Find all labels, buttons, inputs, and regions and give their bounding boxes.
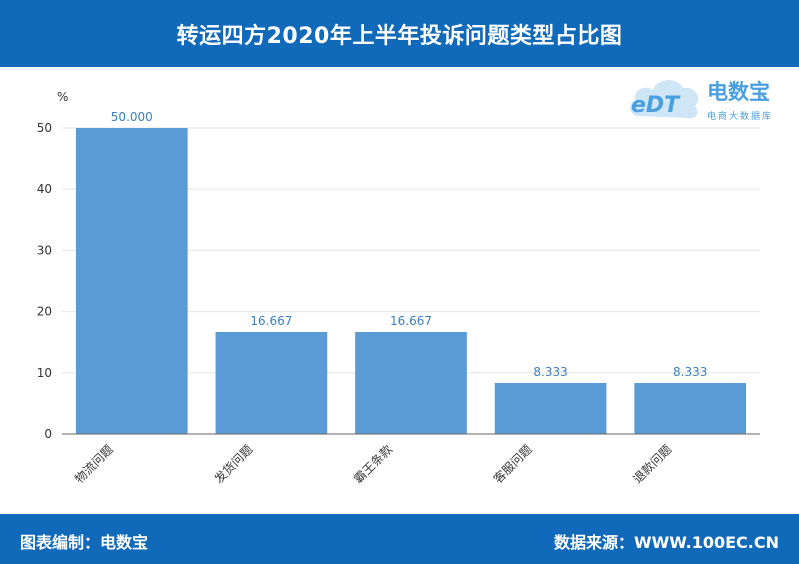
chart-title: 转运四方2020年上半年投诉问题类型占比图 — [176, 23, 623, 49]
bar — [355, 331, 467, 434]
category-labels: 物流问题 发货问题 霸王条款 客服问题 退款问题 — [72, 442, 674, 487]
y-tick-label: 50 — [37, 121, 52, 135]
bar — [494, 383, 607, 434]
bar — [75, 128, 188, 434]
y-tick-label: 0 — [44, 427, 52, 441]
bar — [634, 383, 747, 434]
y-tick-label: 10 — [37, 366, 52, 380]
y-axis-unit: % — [57, 90, 68, 104]
logo-sub-text: 电商大数据库 — [707, 112, 774, 122]
data-label: 50.000 — [111, 110, 153, 124]
bar — [215, 331, 328, 434]
y-tick-label: 20 — [37, 305, 52, 319]
data-labels: 50.000 16.667 16.667 8.333 8.333 — [111, 110, 708, 379]
logo-brand-text: 电数宝 — [707, 80, 770, 104]
category-label: 退款问题 — [630, 442, 674, 486]
y-tick-labels: 0 10 20 30 40 50 — [37, 121, 52, 441]
y-tick-label: 30 — [37, 243, 52, 257]
footer-source: 数据来源：WWW.100EC.CN — [553, 533, 779, 552]
category-label: 客服问题 — [490, 442, 535, 487]
data-label: 16.667 — [390, 314, 432, 328]
y-tick-label: 40 — [37, 182, 52, 196]
bar-chart: % 0 10 20 30 40 50 50.000 16.667 16.667 8.333 8.3… — [37, 90, 760, 487]
brand-logo: eDT 电数宝 电商大数据库 — [625, 70, 797, 130]
chart-header: 转运四方2020年上半年投诉问题类型占比图 — [0, 0, 799, 67]
logo-mark: eDT — [631, 93, 681, 118]
bars — [75, 128, 747, 434]
data-label: 8.333 — [673, 365, 707, 379]
chart-footer: 图表编制：电数宝 数据来源：WWW.100EC.CN — [0, 514, 799, 564]
category-label: 发货问题 — [211, 442, 256, 487]
data-label: 16.667 — [250, 314, 292, 328]
category-label: 霸王条款 — [351, 442, 395, 486]
cloud-icon: eDT — [630, 79, 699, 119]
data-label: 8.333 — [533, 365, 567, 379]
category-label: 物流问题 — [72, 442, 116, 486]
footer-credit: 图表编制：电数宝 — [20, 533, 149, 552]
